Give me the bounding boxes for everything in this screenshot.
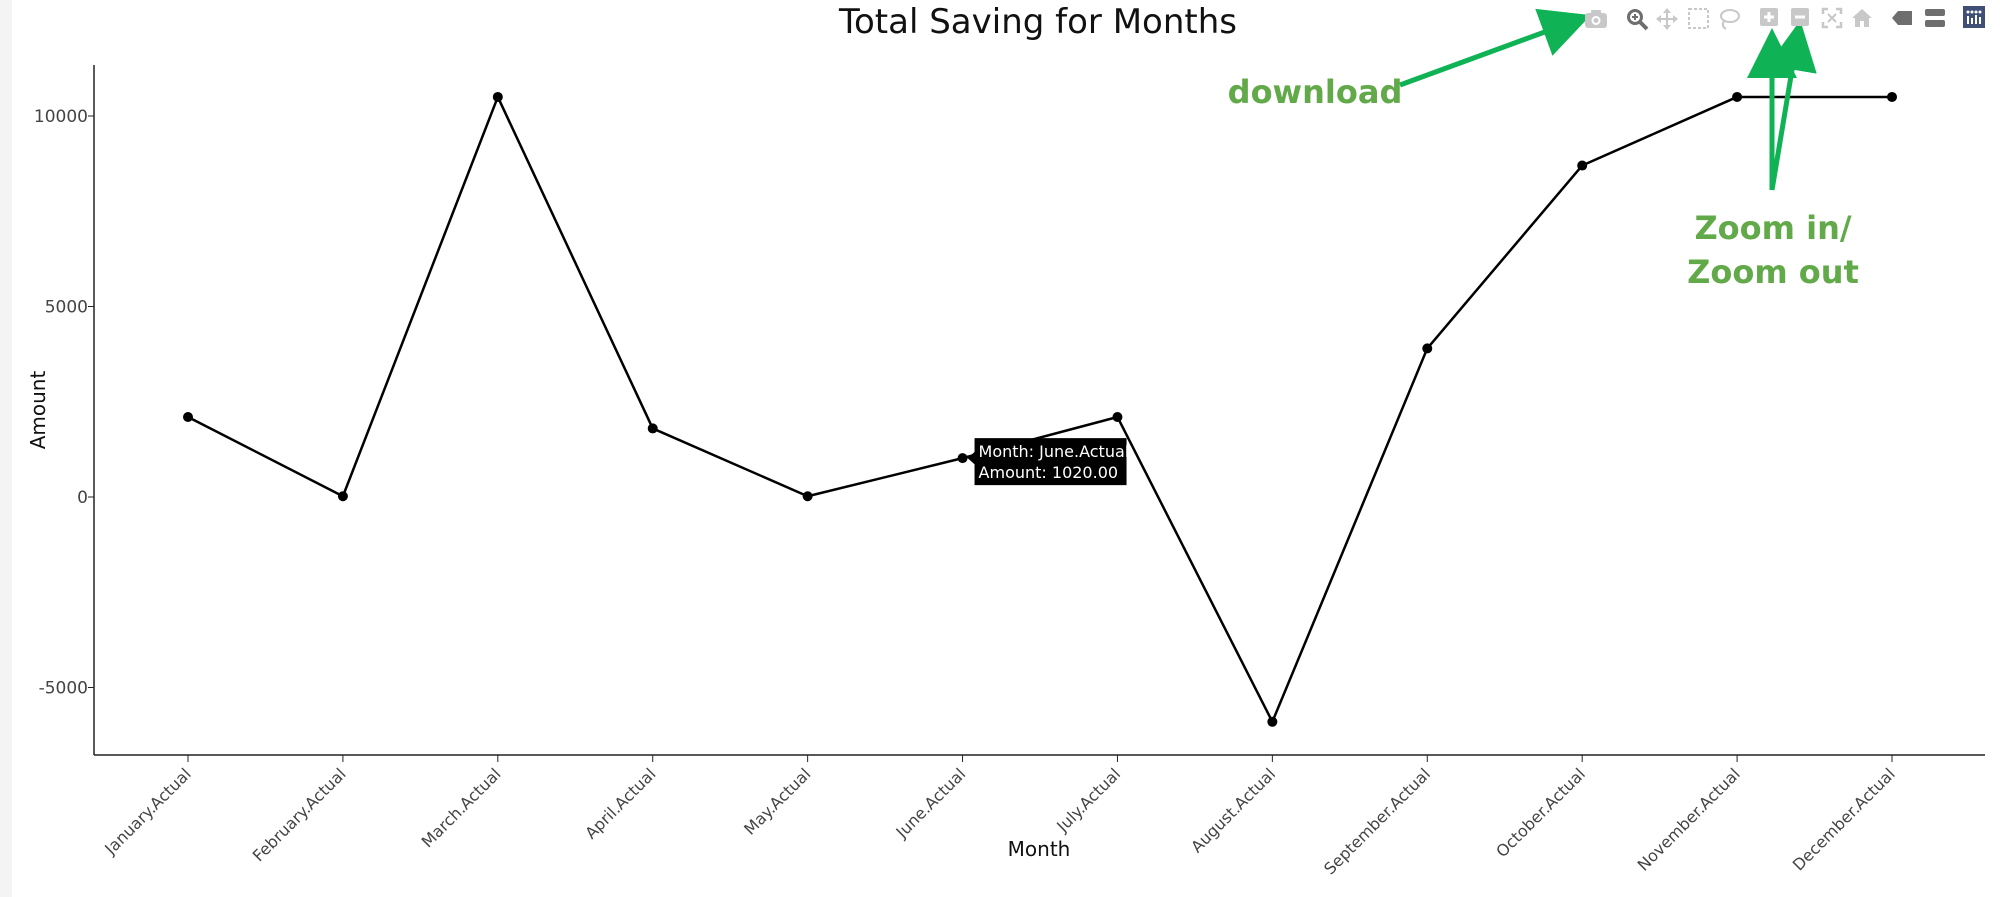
data-point[interactable] [492, 91, 503, 102]
y-tick-label: 5000 [45, 298, 88, 318]
zoom-annotation-line1: Zoom in/ [1694, 209, 1851, 247]
x-tick-label: June.Actual [892, 764, 970, 842]
y-tick-label: 0 [77, 488, 88, 508]
download-arrow [1399, 8, 1591, 88]
tooltip-box [974, 438, 1127, 486]
zoom-annotation-line2: Zoom out [1687, 253, 1859, 291]
box-select-icon[interactable] [1688, 8, 1709, 29]
data-point[interactable] [1267, 716, 1278, 727]
pan-icon[interactable] [1656, 8, 1678, 30]
data-point[interactable] [1112, 411, 1123, 422]
x-tick-label: January.Actual [100, 764, 194, 858]
hover-tooltip: Month: June.Actual Amount: 1020.00 [967, 438, 1130, 486]
y-tick-label: -5000 [39, 679, 88, 699]
data-point[interactable] [1422, 343, 1433, 354]
reset-axes-icon[interactable] [1852, 9, 1872, 27]
x-tick-label: July.Actual [1052, 764, 1124, 836]
download-annotation: download [1228, 73, 1403, 111]
y-tick-label: 10000 [34, 107, 88, 127]
y-axis-label: Amount [26, 371, 50, 450]
data-point[interactable] [957, 453, 968, 464]
zoom-in-icon[interactable] [1760, 8, 1778, 26]
x-axis-ticks: January.Actual February.Actual March.Actua… [100, 755, 1899, 878]
data-point[interactable] [1887, 91, 1897, 102]
left-margin-strip [0, 0, 12, 897]
data-point[interactable] [1577, 160, 1588, 171]
modebar [1585, 6, 1985, 31]
plotly-logo-icon[interactable] [1963, 6, 1985, 28]
x-axis-label: Month [1008, 837, 1071, 861]
series-line [187, 95, 1892, 724]
zoom-icon[interactable] [1627, 9, 1649, 31]
hover-compare-icon[interactable] [1925, 9, 1945, 27]
zoom-out-arrow [1767, 20, 1817, 191]
tooltip-pointer [967, 451, 976, 466]
x-tick-label: February.Actual [249, 764, 350, 865]
x-tick-label: October.Actual [1492, 764, 1589, 861]
tooltip-month: Month: June.Actual [979, 442, 1130, 461]
data-point[interactable] [183, 411, 193, 422]
spike-lines-icon[interactable] [1892, 11, 1912, 25]
lasso-select-icon[interactable] [1720, 9, 1740, 30]
autoscale-icon[interactable] [1821, 7, 1843, 29]
y-axis-ticks: 10000 5000 0 -5000 [34, 107, 94, 699]
x-tick-label: April.Actual [581, 764, 659, 842]
x-tick-label: August.Actual [1187, 764, 1279, 856]
camera-icon[interactable] [1585, 10, 1607, 28]
data-point[interactable] [337, 491, 348, 502]
x-tick-label: March.Actual [418, 764, 505, 851]
series-amount[interactable] [183, 91, 1897, 727]
x-tick-label: November.Actual [1634, 764, 1744, 874]
x-tick-label: May.Actual [740, 764, 814, 838]
tooltip-amount: Amount: 1020.00 [979, 463, 1119, 482]
data-point[interactable] [1732, 91, 1743, 102]
data-point[interactable] [802, 491, 813, 502]
zoom-out-icon[interactable] [1791, 8, 1809, 26]
x-tick-label: December.Actual [1789, 764, 1899, 874]
chart-title: Total Saving for Months [838, 2, 1237, 42]
x-tick-label: September.Actual [1320, 764, 1434, 878]
data-point[interactable] [647, 423, 658, 434]
